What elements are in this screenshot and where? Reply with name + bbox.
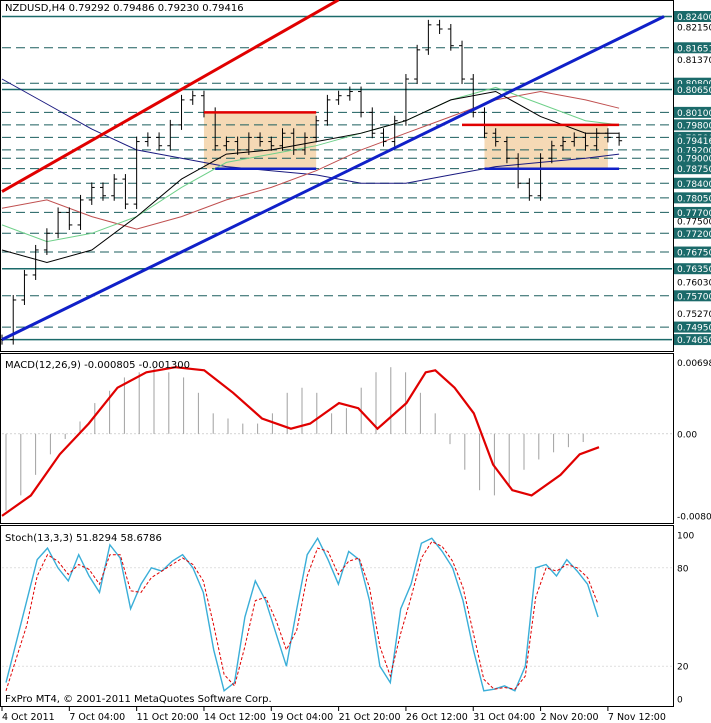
price-tick-highlight	[674, 83, 711, 95]
price-tick-label: 0.78400	[677, 180, 711, 190]
macd-signal-line	[1, 366, 600, 517]
stoch-panel-frame	[0, 525, 674, 707]
trendline-blue	[1, 15, 665, 341]
price-tick-label: 0.80100	[677, 109, 711, 119]
price-tick-highlight	[674, 177, 711, 189]
macd-tick-label: -0.0080	[677, 512, 711, 522]
price-tick-highlight	[674, 11, 711, 23]
macd-panel: 0.00698 0.00 -0.0080	[1, 359, 711, 522]
stoch-signal-line	[5, 540, 599, 691]
consolidation-box-1	[484, 124, 608, 169]
price-tick-label: 0.79416	[677, 137, 711, 147]
time-tick-label: 19 Oct 04:00	[271, 712, 333, 723]
stoch-panel-title: Stoch(13,3,3) 51.8294 58.6786	[5, 533, 162, 544]
price-panel: 0.824000.821500.816510.813700.808000.806…	[0, 0, 711, 346]
stoch-tick-label: 20	[677, 663, 689, 673]
price-tick-label: 0.77700	[677, 209, 711, 219]
stoch-tick-label: 0	[677, 696, 683, 706]
price-tick-label: 0.79000	[677, 155, 711, 165]
price-tick-label: 0.78050	[677, 194, 711, 204]
time-tick-label: 2 Nov 20:00	[541, 712, 599, 723]
time-axis: 4 Oct 2011 7 Oct 04:00 11 Oct 20:00 14 Oct …	[1, 707, 666, 723]
ma-slow-line	[1, 90, 620, 230]
price-tick-label: 0.80650	[677, 86, 711, 96]
price-tick-label: 0.75270	[677, 310, 711, 320]
price-tick-label: 0.77200	[677, 230, 711, 240]
time-tick-label: 7 Oct 04:00	[69, 712, 125, 723]
price-panel-title: NZDUSD,H4 0.79292 0.79486 0.79230 0.7941…	[5, 3, 244, 14]
time-tick-label: 7 Nov 12:00	[608, 712, 666, 723]
stoch-main-line	[5, 536, 599, 693]
time-tick-label: 26 Oct 12:00	[406, 712, 468, 723]
price-tick-highlight	[674, 163, 711, 175]
time-tick-label: 11 Oct 20:00	[137, 712, 199, 723]
price-tick-label: 0.81651	[677, 44, 711, 54]
price-tick-highlight	[674, 227, 711, 239]
price-tick-highlight	[674, 246, 711, 258]
price-tick-label: 0.75700	[677, 292, 711, 302]
price-tick-label: 0.77500	[677, 217, 711, 227]
trendline-red	[1, 0, 340, 193]
macd-tick-label: 0.00	[677, 430, 697, 440]
price-tick-label: 0.76030	[677, 279, 711, 289]
stoch-tick-label: 80	[677, 564, 689, 574]
price-tick-label: 0.82400	[677, 13, 711, 23]
price-tick-highlight	[674, 106, 711, 118]
price-tick-highlight	[674, 144, 711, 156]
price-tick-highlight	[674, 192, 711, 204]
price-tick-label: 0.76350	[677, 265, 711, 275]
time-tick-label: 4 Oct 2011	[2, 712, 55, 723]
price-tick-highlight	[674, 334, 711, 346]
price-tick-label: 0.74650	[677, 336, 711, 346]
stochastic-panel: 100 80 20 0	[2, 532, 694, 706]
price-tick-label: 0.81370	[677, 56, 711, 66]
price-tick-highlight	[674, 206, 711, 218]
price-tick-highlight	[674, 119, 711, 131]
price-tick-highlight	[674, 77, 711, 89]
price-tick-label: 0.79800	[677, 121, 711, 131]
price-tick-highlight	[674, 321, 711, 333]
price-tick-label: 0.82150	[677, 23, 711, 33]
price-tick-label: 0.79200	[677, 146, 711, 156]
macd-tick-label: 0.00698	[677, 359, 711, 369]
price-tick-highlight	[674, 42, 711, 54]
time-tick-label: 14 Oct 12:00	[204, 712, 266, 723]
price-tick-highlight	[674, 263, 711, 275]
time-tick-label: 31 Oct 04:00	[473, 712, 535, 723]
ma-mid-line	[1, 86, 620, 243]
time-tick-label: 21 Oct 20:00	[339, 712, 401, 723]
price-tick-label: 0.78750	[677, 165, 711, 175]
price-tick-label: 0.76750	[677, 249, 711, 259]
copyright-text: FxPro MT4, © 2001-2011 MetaQuotes Softwa…	[5, 694, 272, 705]
price-tick-highlight	[674, 135, 711, 147]
price-tick-highlight	[674, 152, 711, 164]
stoch-tick-label: 100	[677, 532, 694, 542]
macd-panel-frame	[0, 353, 674, 524]
price-tick-highlight	[674, 290, 711, 302]
price-tick-label: 0.74950	[677, 324, 711, 334]
macd-panel-title: MACD(12,26,9) -0.000805 -0.001300	[5, 360, 190, 371]
ma-navy-line	[1, 78, 620, 184]
